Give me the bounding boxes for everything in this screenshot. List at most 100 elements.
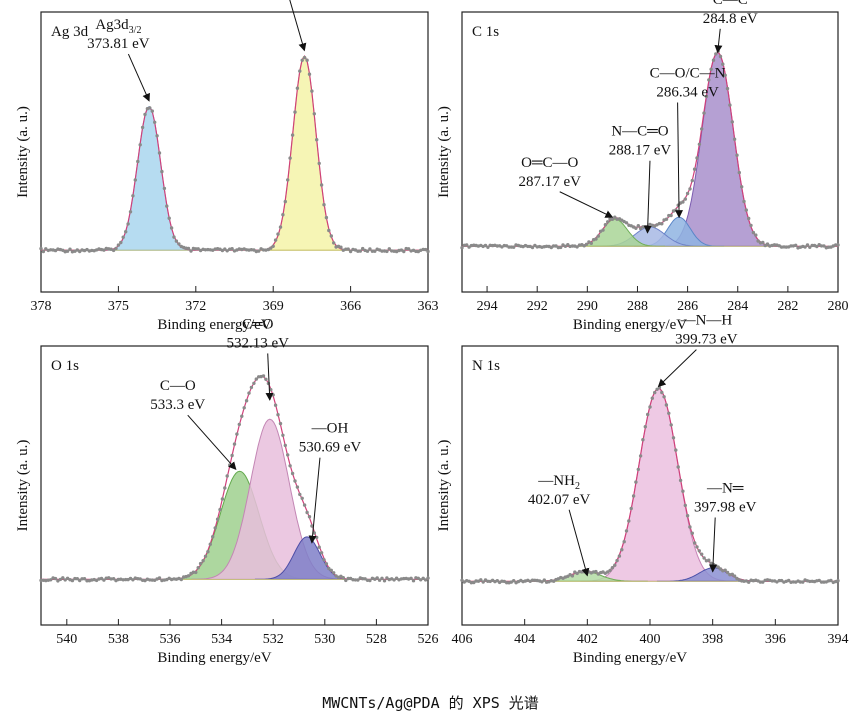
data-point xyxy=(638,226,643,231)
data-point xyxy=(815,244,819,249)
data-point xyxy=(481,580,485,584)
peak-annotation-1: —N—H 399.73 eV xyxy=(657,313,738,388)
data-point xyxy=(194,570,198,575)
data-point xyxy=(283,443,287,448)
data-point xyxy=(747,580,751,584)
data-point xyxy=(302,55,307,60)
x-tick-label: 369 xyxy=(263,299,284,314)
data-point xyxy=(102,248,106,252)
data-point xyxy=(542,578,546,582)
data-point xyxy=(657,385,662,390)
data-point xyxy=(725,86,730,91)
data-point xyxy=(486,245,490,249)
data-point xyxy=(167,216,171,220)
data-point xyxy=(307,72,312,76)
panel-title: Ag 3d xyxy=(51,24,89,40)
annotation-label: —N—H xyxy=(680,313,733,329)
data-point xyxy=(203,554,208,558)
data-point xyxy=(327,228,331,233)
data-point xyxy=(426,576,430,580)
data-point xyxy=(589,241,593,245)
data-point xyxy=(732,137,737,141)
data-point xyxy=(307,515,312,519)
data-point xyxy=(735,153,739,157)
data-point xyxy=(664,217,669,221)
data-point xyxy=(41,249,46,254)
data-point xyxy=(319,551,324,555)
data-point xyxy=(116,243,121,247)
data-point xyxy=(305,510,309,515)
data-point xyxy=(540,580,544,584)
data-point xyxy=(346,576,350,581)
data-point xyxy=(575,245,579,249)
annotation-value: 532.13 eV xyxy=(226,335,289,351)
data-point xyxy=(225,474,229,478)
data-point xyxy=(512,579,516,583)
data-point xyxy=(700,127,704,131)
data-point xyxy=(247,391,251,395)
data-point xyxy=(206,550,210,554)
data-point xyxy=(685,514,690,518)
raw-data-points xyxy=(39,55,430,254)
x-tick-label: 538 xyxy=(108,632,129,647)
y-axis-label: Intensity (a. u.) xyxy=(15,440,31,532)
data-point xyxy=(240,414,244,418)
data-point xyxy=(53,576,58,581)
data-point xyxy=(617,554,622,558)
data-point xyxy=(460,246,464,250)
peak-annotation-3: —OH 530.69 eV xyxy=(299,421,361,544)
annotation-arrow xyxy=(709,517,718,573)
data-point xyxy=(423,247,428,252)
data-point xyxy=(230,247,234,251)
y-axis-label: Intensity (a. u.) xyxy=(436,106,452,198)
data-point xyxy=(681,489,685,493)
data-point xyxy=(78,578,82,583)
data-point xyxy=(281,213,285,217)
annotation-label: N—C═O xyxy=(611,124,668,140)
data-point xyxy=(211,535,215,539)
data-point xyxy=(324,562,329,566)
data-point xyxy=(63,578,67,582)
data-point xyxy=(704,94,709,99)
data-point xyxy=(808,579,812,584)
data-point xyxy=(377,578,382,582)
data-point xyxy=(613,563,617,567)
data-point xyxy=(836,579,840,583)
data-point xyxy=(608,568,612,573)
x-tick-label: 536 xyxy=(160,632,181,647)
data-point xyxy=(603,223,608,227)
peak-annotation-3: N—C═O 288.17 eV xyxy=(609,124,671,234)
annotation-value: 287.17 eV xyxy=(518,174,581,190)
data-point xyxy=(157,576,162,580)
data-point xyxy=(584,242,589,246)
data-point xyxy=(817,578,821,583)
data-point xyxy=(646,412,650,417)
data-point xyxy=(235,432,239,436)
data-point xyxy=(380,249,384,253)
data-point xyxy=(49,578,53,582)
data-point xyxy=(660,390,664,395)
annotation-value: 397.98 eV xyxy=(694,500,757,516)
chart-panel-3: 540 538 536 534 532 530 528 526 O 1s Binding ener… xyxy=(15,316,439,666)
data-point xyxy=(143,112,147,117)
chart-panel-1: 378 375 372 369 366 363 Ag 3d Binding energy/eV… xyxy=(15,0,439,333)
data-point xyxy=(223,247,227,251)
data-point xyxy=(273,403,278,407)
data-point xyxy=(302,503,307,507)
data-point xyxy=(317,161,321,166)
data-point xyxy=(826,245,831,249)
data-point xyxy=(213,526,217,530)
data-point xyxy=(329,234,333,238)
data-point xyxy=(650,396,654,400)
peak-annotation-1: C—O 533.3 eV xyxy=(150,378,237,471)
data-point xyxy=(387,247,391,251)
data-point xyxy=(716,565,720,569)
data-point xyxy=(295,86,300,90)
data-point xyxy=(278,421,283,426)
data-point xyxy=(290,471,295,476)
data-point xyxy=(702,111,706,115)
annotation-label: O═C—O xyxy=(521,155,578,171)
data-point xyxy=(315,535,319,540)
data-point xyxy=(375,576,379,580)
data-point xyxy=(295,485,300,489)
